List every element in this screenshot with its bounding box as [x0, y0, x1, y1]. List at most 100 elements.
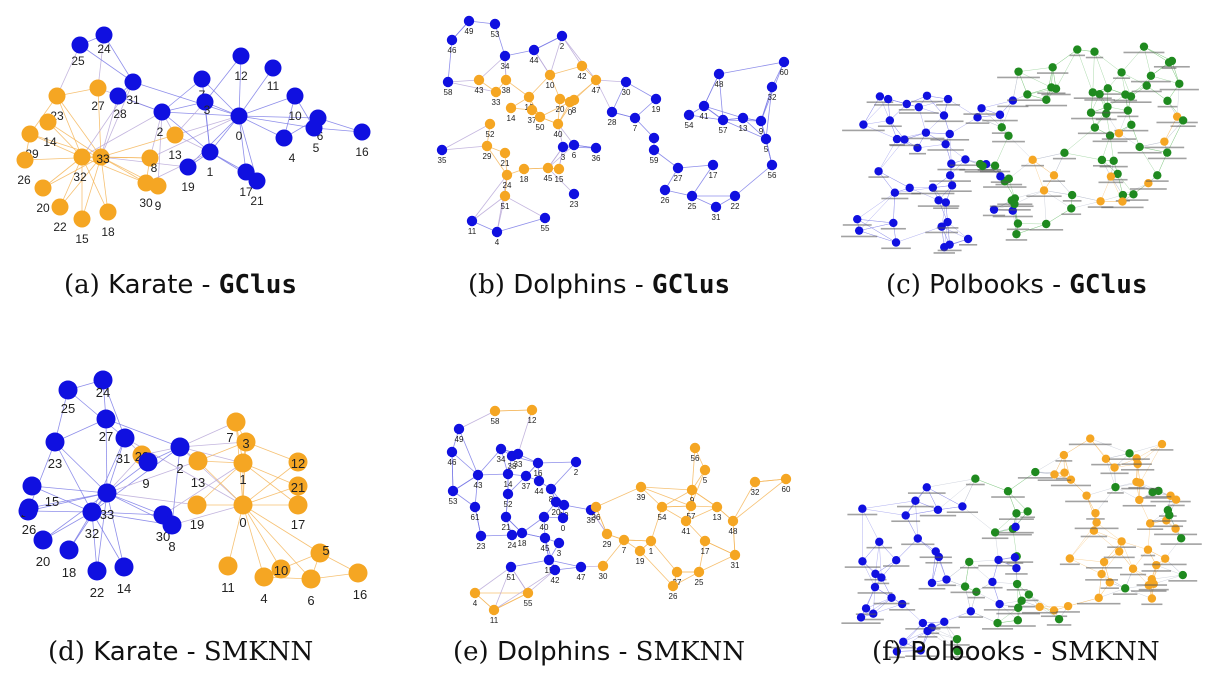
graph-edge	[862, 561, 876, 588]
node-label-mark	[999, 625, 1036, 627]
node-label-mark	[1150, 449, 1174, 451]
caption-a: (a) Karate - GClus	[64, 270, 297, 300]
node-label-mark	[909, 152, 927, 155]
node-label: 12	[234, 69, 248, 83]
graph-node	[301, 569, 321, 589]
node-label-mark	[1020, 516, 1036, 519]
graph-node	[141, 149, 159, 167]
graph-node	[48, 87, 66, 105]
node-label: 44	[535, 487, 544, 496]
graph-edge	[703, 105, 744, 119]
graph-node	[481, 140, 493, 152]
graph-node	[1097, 155, 1107, 165]
graph-edge	[132, 81, 240, 117]
graph-edge	[42, 492, 108, 541]
graph-node	[1028, 155, 1037, 165]
node-label-mark	[898, 112, 939, 114]
node-label-mark	[1087, 206, 1114, 208]
node-label: 32	[751, 488, 760, 497]
node-label-mark	[1069, 54, 1086, 57]
graph-edge	[1032, 152, 1065, 161]
karate-gclus-graph: 2425121127312823731061420529131642632338…	[16, 26, 371, 246]
graph-node	[966, 607, 976, 616]
node-label-mark	[1118, 199, 1149, 201]
node-label-mark	[1143, 563, 1187, 566]
graph-edge	[42, 156, 102, 189]
graph-node	[760, 133, 772, 145]
graph-edge	[1086, 486, 1116, 496]
nodes: 2425273128273239131122115292633323081901…	[18, 370, 368, 608]
graph-node	[532, 457, 544, 469]
node-label: 4	[260, 591, 267, 606]
graph-node	[1117, 537, 1126, 546]
node-label-mark	[924, 632, 940, 635]
graph-node	[597, 560, 609, 572]
node-label: 40	[540, 523, 549, 532]
graph-node	[1014, 67, 1023, 76]
graph-node	[961, 155, 970, 164]
caption-tag: (a)	[64, 270, 100, 300]
graph-node	[489, 18, 501, 30]
graph-edge	[1164, 116, 1178, 142]
graph-edge	[1153, 574, 1183, 585]
node-label-mark	[855, 613, 877, 615]
node-label: 2	[157, 125, 164, 139]
graph-edge	[494, 23, 506, 57]
node-label-mark	[911, 192, 955, 195]
graph-edge	[1093, 530, 1120, 552]
node-label-mark	[905, 628, 941, 630]
node-label: 12	[291, 456, 305, 471]
node-label: 57	[719, 126, 728, 135]
node-label-mark	[1170, 125, 1196, 128]
graph-edge	[171, 446, 181, 526]
node-label-mark	[880, 227, 906, 230]
graph-edge	[1063, 438, 1091, 456]
caption-method: GClus	[218, 270, 298, 300]
graph-edge	[947, 221, 969, 240]
graph-node	[698, 100, 710, 112]
node-label: 26	[17, 173, 31, 187]
node-label-mark	[1147, 157, 1187, 160]
node-label-mark	[950, 591, 980, 594]
node-label: 26	[661, 196, 670, 205]
graph-edge	[1121, 541, 1149, 550]
node-label-mark	[959, 243, 978, 246]
graph-edge	[1143, 46, 1170, 63]
graph-edge	[873, 603, 903, 614]
node-label-mark	[932, 190, 972, 192]
graph-edge	[859, 230, 897, 243]
graph-edge	[1064, 127, 1096, 154]
caption-d: (d) Karate - SMKNN	[48, 637, 313, 667]
graph-edge	[732, 481, 756, 522]
graph-edge	[161, 78, 203, 113]
graph-node	[923, 626, 932, 636]
graph-node	[218, 556, 238, 576]
node-label-mark	[862, 618, 884, 621]
panel-c: (c) Polbooks - GClus	[816, 0, 1224, 330]
node-label-mark	[936, 227, 959, 229]
graph-node	[650, 93, 662, 105]
graph-node	[19, 498, 39, 518]
graph-node	[859, 120, 868, 129]
graph-edge	[1143, 46, 1152, 76]
graph-node	[699, 535, 711, 547]
node-label-mark	[930, 138, 970, 141]
graph-node	[436, 144, 448, 156]
graph-edge	[493, 592, 529, 611]
caption-tag: (d)	[48, 637, 85, 667]
graph-edge	[54, 441, 108, 494]
node-label: 23	[48, 456, 62, 471]
graph-node	[885, 116, 895, 125]
node-label: 0	[561, 524, 566, 533]
graph-edge	[1100, 176, 1112, 202]
graph-node	[1010, 199, 1019, 209]
node-label-mark	[925, 231, 959, 234]
graph-node	[973, 113, 982, 122]
graph-edge	[447, 39, 453, 83]
graph-node	[138, 452, 158, 472]
graph-edge	[760, 86, 773, 122]
graph-node	[1118, 190, 1128, 200]
node-label-mark	[996, 612, 1041, 615]
graph-node	[96, 409, 116, 429]
node-label: 17	[239, 185, 253, 199]
